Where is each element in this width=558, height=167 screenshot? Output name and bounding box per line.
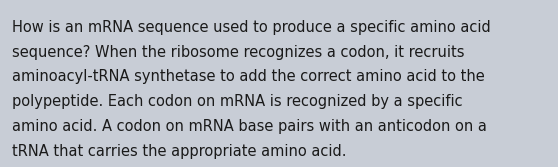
- Text: amino acid. A codon on mRNA base pairs with an anticodon on a: amino acid. A codon on mRNA base pairs w…: [12, 119, 487, 134]
- Text: sequence? When the ribosome recognizes a codon, it recruits: sequence? When the ribosome recognizes a…: [12, 45, 465, 60]
- Text: How is an mRNA sequence used to produce a specific amino acid: How is an mRNA sequence used to produce …: [12, 20, 491, 35]
- Text: polypeptide. Each codon on mRNA is recognized by a specific: polypeptide. Each codon on mRNA is recog…: [12, 94, 463, 109]
- Text: aminoacyl-tRNA synthetase to add the correct amino acid to the: aminoacyl-tRNA synthetase to add the cor…: [12, 69, 485, 85]
- Text: tRNA that carries the appropriate amino acid.: tRNA that carries the appropriate amino …: [12, 144, 347, 159]
